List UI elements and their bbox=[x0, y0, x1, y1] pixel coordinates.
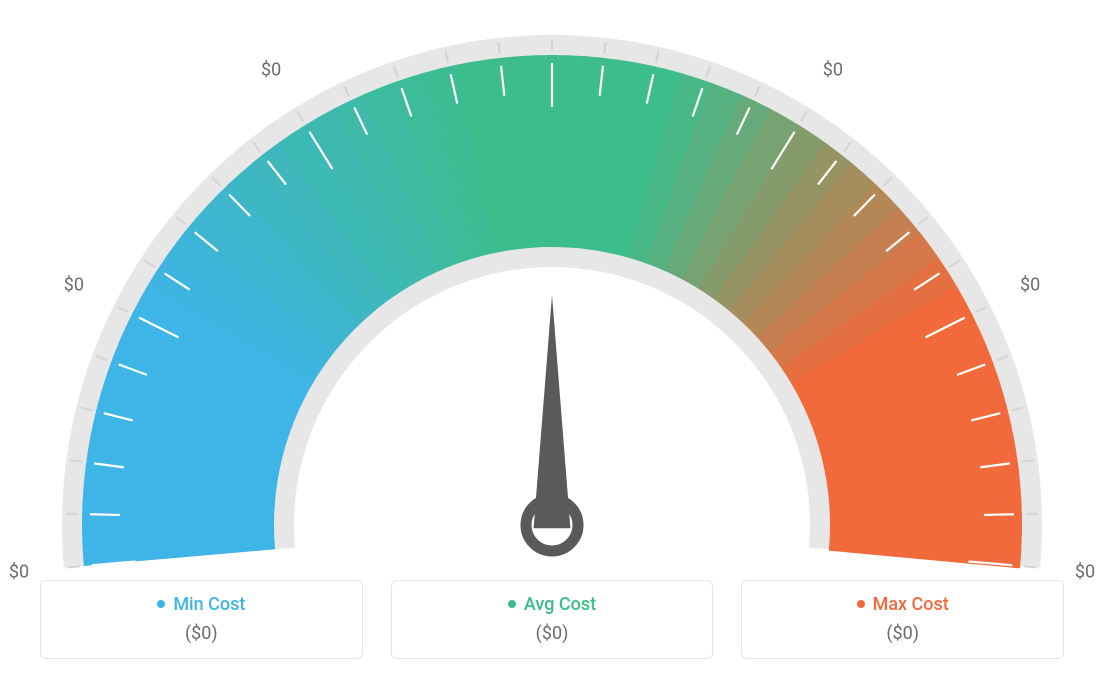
dot-icon bbox=[857, 600, 865, 608]
legend-value-avg: ($0) bbox=[392, 623, 713, 644]
gauge-svg bbox=[0, 0, 1104, 570]
gauge-scale-label: $0 bbox=[261, 59, 281, 80]
legend-card-max: Max Cost ($0) bbox=[741, 580, 1064, 659]
gauge-scale-label: $0 bbox=[9, 561, 29, 582]
gauge-area: $0$0$0$0$0$0$0 bbox=[0, 0, 1104, 570]
gauge-scale-label: $0 bbox=[1020, 274, 1040, 295]
gauge-chart-container: $0 $0 $0 $0 $0 $0 $0 Min Cost ($0) Avg Cost ($… bbox=[0, 0, 1104, 690]
dot-icon bbox=[157, 600, 165, 608]
legend-label-text: Avg Cost bbox=[524, 594, 596, 615]
gauge-scale-label: $0 bbox=[1075, 561, 1095, 582]
dot-icon bbox=[508, 600, 516, 608]
gauge-scale-label: $0 bbox=[64, 274, 84, 295]
gauge-scale-label: $0 bbox=[542, 0, 562, 1]
legend-row: Min Cost ($0) Avg Cost ($0) Max Cost ($0… bbox=[40, 580, 1064, 659]
legend-label-text: Min Cost bbox=[173, 594, 245, 615]
legend-value-max: ($0) bbox=[742, 623, 1063, 644]
gauge-scale-label: $0 bbox=[823, 59, 843, 80]
legend-label-avg: Avg Cost bbox=[508, 594, 596, 615]
legend-value-min: ($0) bbox=[41, 623, 362, 644]
legend-label-min: Min Cost bbox=[157, 594, 245, 615]
legend-card-min: Min Cost ($0) bbox=[40, 580, 363, 659]
legend-label-max: Max Cost bbox=[857, 594, 949, 615]
legend-card-avg: Avg Cost ($0) bbox=[391, 580, 714, 659]
legend-label-text: Max Cost bbox=[873, 594, 949, 615]
